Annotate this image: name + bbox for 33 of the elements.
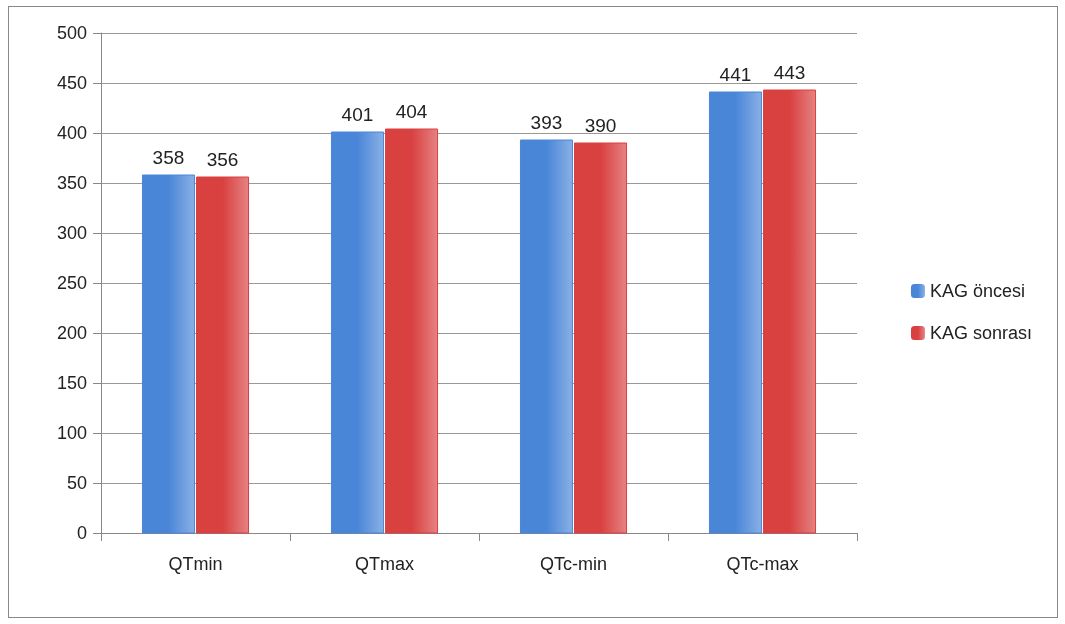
bar xyxy=(196,176,250,534)
y-tick-label: 400 xyxy=(56,123,87,143)
x-tick-label: QTc-max xyxy=(726,554,799,574)
data-label: 393 xyxy=(530,111,563,133)
y-tick-label: 50 xyxy=(66,473,87,493)
y-tick-label: 0 xyxy=(76,523,87,543)
x-tick-label: QTc-min xyxy=(540,554,607,574)
x-tick-label: QTmin xyxy=(168,554,223,574)
y-tick-label: 100 xyxy=(56,423,87,443)
data-label: 404 xyxy=(395,100,428,122)
bar xyxy=(708,91,762,534)
data-label: 441 xyxy=(719,63,752,85)
data-label: 358 xyxy=(152,146,185,168)
bar xyxy=(330,131,384,534)
bar xyxy=(574,142,628,534)
y-tick-label: 500 xyxy=(56,23,87,43)
y-tick-label: 300 xyxy=(56,223,87,243)
x-tick-label: QTmax xyxy=(354,554,415,574)
y-tick-label: 350 xyxy=(56,173,87,193)
bar xyxy=(763,89,817,534)
bar xyxy=(141,174,195,534)
y-tick-label: 450 xyxy=(56,73,87,93)
data-label: 356 xyxy=(206,148,239,170)
y-tick-label: 250 xyxy=(56,273,87,293)
data-label: 443 xyxy=(773,61,806,83)
y-tick-label: 200 xyxy=(56,323,87,343)
bar xyxy=(519,139,573,534)
bar xyxy=(385,128,439,534)
legend-label: KAG sonrası xyxy=(929,323,1033,343)
y-tick-label: 150 xyxy=(56,373,87,393)
data-label: 401 xyxy=(341,103,374,125)
data-label: 390 xyxy=(584,114,617,136)
legend-label: KAG öncesi xyxy=(929,281,1026,301)
